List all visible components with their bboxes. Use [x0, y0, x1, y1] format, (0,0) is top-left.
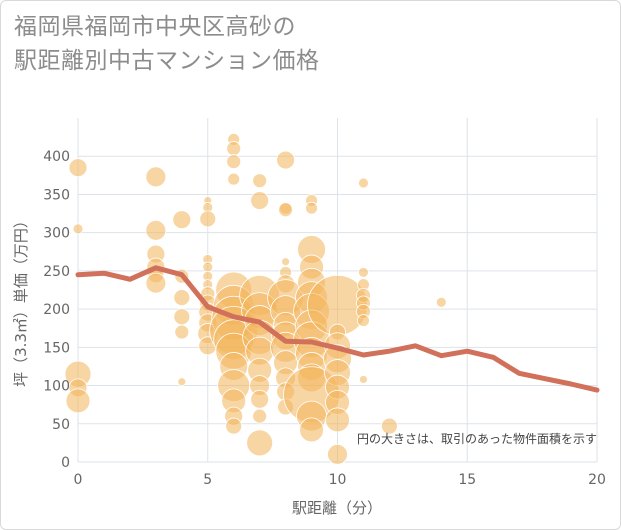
- chart-title-line1: 福岡県福岡市中央区高砂の: [14, 14, 296, 40]
- bubble-point-0: [68, 158, 88, 178]
- bubble-point-94: [325, 407, 350, 433]
- bubble-point-57: [276, 150, 296, 170]
- y-tick-label-1: 50: [52, 417, 70, 433]
- bubble-point-96: [358, 177, 369, 189]
- bubble-point-11: [172, 210, 192, 230]
- y-tick-label-0: 0: [61, 455, 70, 471]
- x-tick-label-0: 0: [74, 472, 83, 488]
- bubble-point-33: [227, 172, 241, 186]
- y-axis-label: 坪（3.3㎡）単価（万円）: [12, 213, 30, 387]
- bubble-point-55: [252, 408, 268, 424]
- trend-line-layer: [75, 265, 600, 393]
- chart-title-line2: 駅距離別中古マンション価格: [14, 48, 320, 74]
- bubble-point-86: [299, 417, 324, 443]
- x-tick-label-1: 5: [203, 472, 212, 488]
- bubble-point-102: [357, 314, 370, 327]
- bubble-point-14: [173, 308, 191, 326]
- bubble-point-54: [250, 389, 270, 409]
- bubble-point-97: [358, 267, 369, 278]
- y-tick-label-3: 150: [43, 340, 70, 356]
- y-tick-label-2: 100: [43, 379, 70, 395]
- bubble-point-31: [226, 141, 242, 156]
- y-tick-label-6: 300: [43, 226, 70, 242]
- bubble-point-4: [65, 388, 91, 414]
- x-tick-label-2: 10: [329, 472, 347, 488]
- bubble-point-16: [177, 377, 187, 387]
- x-axis-label: 駅距離（分）: [292, 499, 382, 517]
- y-tick-label-7: 350: [43, 187, 70, 203]
- bubble-point-10: [145, 272, 167, 294]
- bubble-point-73: [305, 201, 318, 215]
- bubble-point-104: [380, 417, 398, 435]
- bubble-point-95: [327, 443, 348, 465]
- bubble-point-5: [145, 166, 167, 188]
- bubble-point-60: [281, 257, 291, 267]
- bubble-point-105: [435, 296, 447, 308]
- bubble-point-46: [250, 191, 270, 210]
- bubble-point-15: [174, 324, 190, 340]
- bubble-point-59: [278, 202, 294, 218]
- bubble-point-56: [246, 429, 274, 457]
- bubble-point-1: [72, 223, 84, 235]
- average-price-line: [75, 265, 600, 393]
- bubble-point-6: [145, 219, 167, 241]
- bubble-point-44: [225, 417, 243, 435]
- y-tick-label-8: 400: [43, 149, 70, 165]
- bubble-point-45: [252, 173, 268, 189]
- bubble-layer: [64, 133, 447, 465]
- x-tick-label-4: 20: [588, 472, 606, 488]
- bubble-point-32: [226, 154, 242, 169]
- bubble-point-103: [359, 375, 368, 384]
- x-tick-label-3: 15: [458, 472, 476, 488]
- bubble-point-21: [202, 261, 214, 273]
- bubble-point-13: [173, 289, 191, 307]
- bubble-point-19: [199, 210, 217, 228]
- y-tick-label-5: 250: [43, 264, 70, 280]
- y-tick-label-4: 200: [43, 302, 70, 318]
- size-note: 円の大きさは、取引のあった物件面積を示す: [357, 431, 597, 446]
- chart-title: 福岡県福岡市中央区高砂の 駅距離別中古マンション価格: [14, 10, 604, 78]
